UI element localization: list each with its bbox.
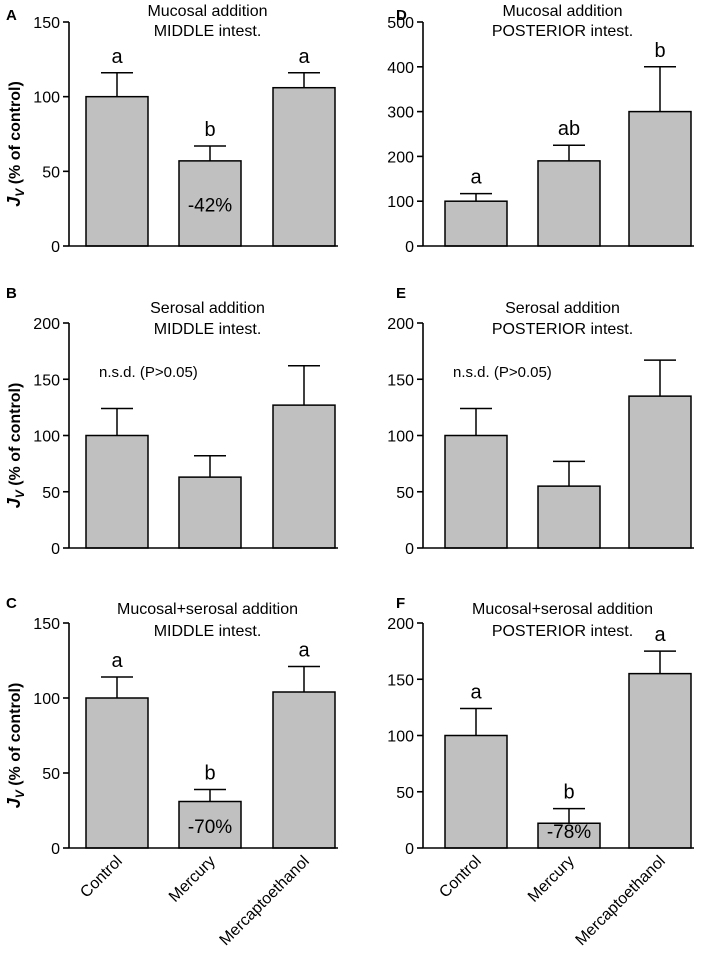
significance-letter: a [111, 46, 123, 68]
panel-letter: B [6, 285, 17, 302]
panel-title-line: MIDDLE intest. [154, 623, 262, 640]
significance-letter: a [111, 650, 123, 672]
category-label: Control [77, 853, 125, 901]
bar-mercaptoethanol [272, 86, 336, 247]
y-tick-label: 200 [33, 316, 60, 333]
category-label: Mercury [166, 853, 219, 906]
y-tick-label: 0 [51, 841, 60, 858]
panel-letter: A [6, 7, 17, 24]
y-tick-label: 150 [33, 15, 60, 32]
y-tick-label: 200 [387, 616, 414, 633]
panel-title-line: POSTERIOR intest. [492, 623, 633, 640]
y-tick-label: 200 [387, 149, 414, 166]
bar-mercury [537, 485, 601, 549]
y-axis-label: JV (% of control) [4, 81, 27, 207]
percent-change-label: -78% [547, 822, 591, 843]
bar-control [85, 697, 149, 849]
y-tick-label: 100 [33, 429, 60, 446]
y-tick-label: 0 [405, 841, 414, 858]
bar-mercury [178, 160, 242, 247]
category-label: Control [436, 853, 484, 901]
panel-title-line: POSTERIOR intest. [492, 23, 633, 40]
bar-control [444, 200, 508, 247]
significance-letter: ab [558, 118, 580, 140]
panel-d: D Mucosal addition POSTERIOR intest. a ab b 0 1… [387, 3, 694, 256]
significance-letter: b [204, 763, 215, 785]
significance-letter: b [654, 40, 665, 62]
bar-control [444, 734, 508, 849]
category-label: Mercaptoethanol [217, 853, 313, 949]
y-tick-label: 150 [33, 616, 60, 633]
y-tick-label: 150 [387, 672, 414, 689]
bar-mercaptoethanol [272, 691, 336, 849]
bar-mercaptoethanol [628, 395, 692, 549]
panel-b: B Serosal addition MIDDLE intest. n.s.d. (P… [4, 285, 338, 558]
significance-letter: b [563, 782, 574, 804]
y-axis-label: JV (% of control) [4, 683, 27, 809]
panel-letter: E [396, 285, 406, 302]
significance-letter: b [204, 119, 215, 141]
y-tick-label: 0 [51, 239, 60, 256]
bar-mercaptoethanol [272, 404, 336, 549]
bar-control [444, 434, 508, 549]
y-tick-label: 0 [405, 239, 414, 256]
significance-letter: a [470, 167, 482, 189]
bar-mercaptoethanol [628, 110, 692, 247]
significance-letter: a [298, 640, 310, 662]
y-tick-label: 150 [387, 372, 414, 389]
y-tick-label: 100 [33, 691, 60, 708]
panel-letter: D [396, 7, 407, 24]
percent-change-label: -70% [188, 817, 232, 838]
panel-letter: F [396, 595, 405, 612]
panel-f: F Mucosal+serosal addition POSTERIOR intes… [387, 595, 694, 949]
y-tick-label: 50 [42, 766, 60, 783]
y-tick-label: 50 [42, 164, 60, 181]
y-tick-label: 400 [387, 60, 414, 77]
y-tick-label: 100 [387, 729, 414, 746]
bar-mercury [537, 160, 601, 247]
percent-change-label: -42% [188, 195, 232, 216]
panel-title-line: MIDDLE intest. [154, 321, 262, 338]
y-tick-label: 300 [387, 105, 414, 122]
significance-letter: a [298, 46, 310, 68]
y-axis-label: JV (% of control) [4, 383, 27, 509]
y-tick-label: 100 [387, 429, 414, 446]
y-tick-label: 150 [33, 372, 60, 389]
panel-title-line: Serosal addition [150, 300, 265, 317]
significance-note: n.s.d. (P>0.05) [99, 364, 198, 381]
category-label: Mercury [525, 853, 578, 906]
y-tick-label: 50 [396, 485, 414, 502]
y-tick-label: 50 [42, 485, 60, 502]
panel-title-line: Mucosal addition [502, 3, 622, 20]
bar-control [85, 434, 149, 549]
y-tick-label: 500 [387, 15, 414, 32]
y-tick-label: 0 [405, 541, 414, 558]
bar-mercaptoethanol [628, 672, 692, 849]
significance-letter: a [654, 624, 666, 646]
category-label: Mercaptoethanol [573, 853, 669, 949]
panel-title-line: Mucosal addition [147, 3, 267, 20]
panel-title-line: Mucosal+serosal addition [472, 601, 653, 618]
y-tick-label: 200 [387, 316, 414, 333]
bar-mercury [178, 800, 242, 849]
significance-note: n.s.d. (P>0.05) [453, 364, 552, 381]
panel-letter: C [6, 595, 17, 612]
panel-title-line: Mucosal+serosal addition [117, 601, 298, 618]
y-tick-label: 100 [33, 90, 60, 107]
y-tick-label: 50 [396, 785, 414, 802]
panel-title-line: Serosal addition [505, 300, 620, 317]
y-tick-label: 0 [51, 541, 60, 558]
panel-a: A Mucosal addition MIDDLE intest. a b -42% a 0 5… [4, 3, 338, 256]
panel-title-line: MIDDLE intest. [154, 23, 262, 40]
panel-e: E Serosal addition POSTERIOR intest. n.s.d.… [387, 285, 694, 558]
y-tick-label: 100 [387, 194, 414, 211]
bar-mercury [178, 476, 242, 549]
panel-c: C Mucosal+serosal addition MIDDLE intest. a… [4, 595, 338, 949]
bar-control [85, 95, 149, 247]
panel-title-line: POSTERIOR intest. [492, 321, 633, 338]
significance-letter: a [470, 682, 482, 704]
